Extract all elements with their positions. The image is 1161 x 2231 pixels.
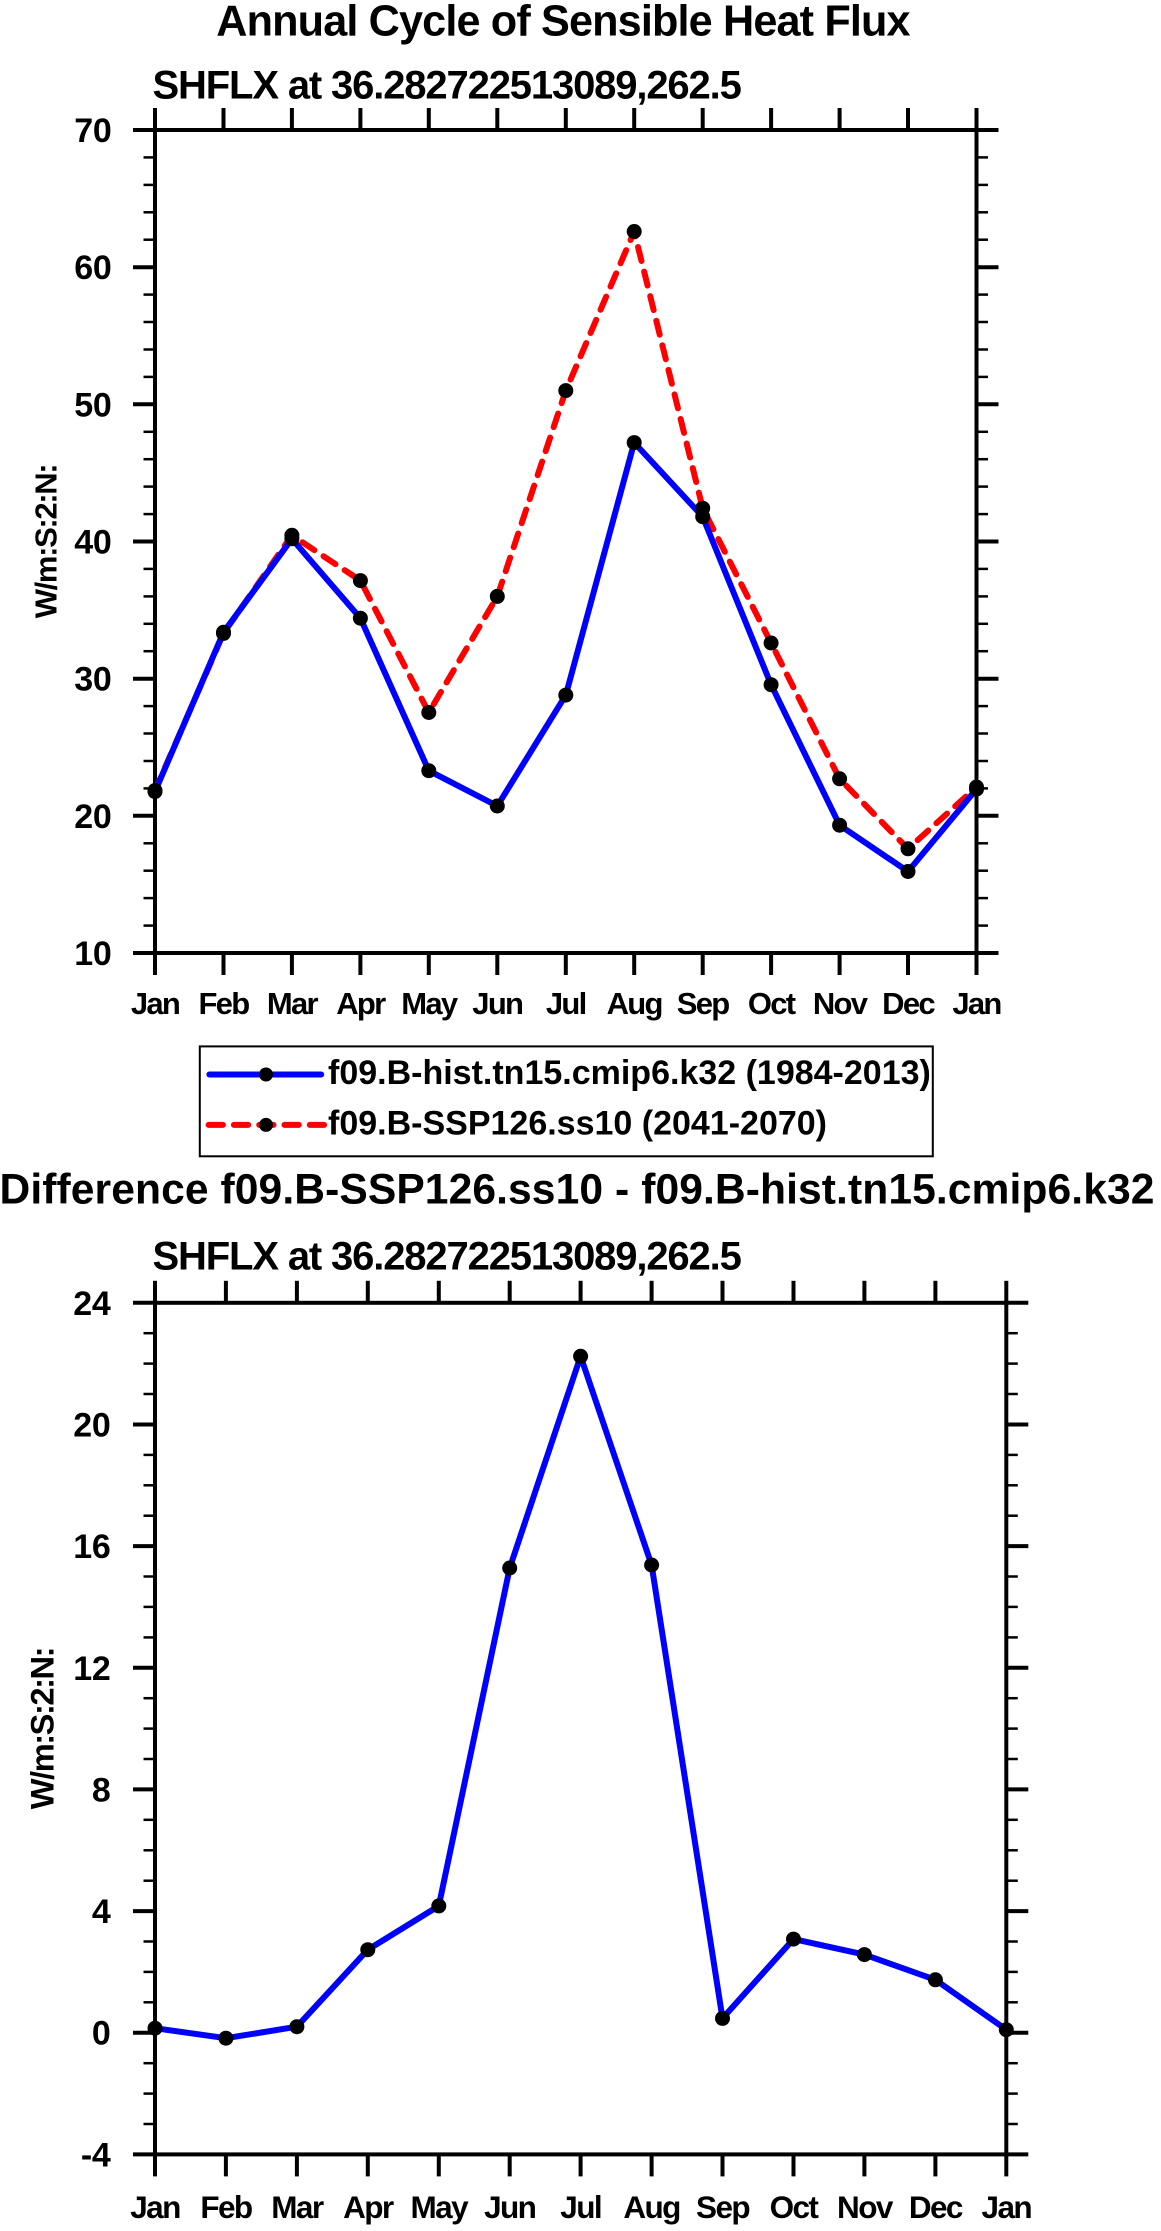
svg-text:Jan: Jan [130, 2189, 180, 2225]
svg-text:f09.B-SSP126.ss10 (2041-2070): f09.B-SSP126.ss10 (2041-2070) [328, 1105, 827, 1143]
svg-text:50: 50 [74, 386, 111, 424]
svg-text:Oct: Oct [770, 2189, 820, 2225]
svg-text:Mar: Mar [271, 2189, 324, 2225]
svg-text:f09.B-hist.tn15.cmip6.k32 (198: f09.B-hist.tn15.cmip6.k32 (1984-2013) [328, 1054, 931, 1092]
svg-text:10: 10 [74, 935, 111, 973]
svg-text:Apr: Apr [336, 986, 386, 1021]
svg-text:Dec: Dec [882, 986, 935, 1021]
svg-text:SHFLX at 36.282722513089,262.5: SHFLX at 36.282722513089,262.5 [153, 1234, 742, 1278]
svg-text:30: 30 [74, 661, 111, 699]
svg-text:Nov: Nov [837, 2189, 894, 2225]
svg-text:Aug: Aug [623, 2189, 680, 2225]
svg-text:May: May [411, 2189, 470, 2225]
svg-text:W/m:S:2:N:: W/m:S:2:N: [29, 465, 64, 619]
svg-text:Apr: Apr [343, 2189, 394, 2225]
svg-text:W/m:S:2:N:: W/m:S:2:N: [24, 1648, 61, 1809]
svg-text:Mar: Mar [267, 986, 319, 1021]
svg-text:Jan: Jan [131, 986, 180, 1021]
svg-text:8: 8 [92, 1771, 111, 1809]
svg-text:Oct: Oct [748, 986, 796, 1021]
svg-text:60: 60 [74, 249, 111, 287]
svg-text:Sep: Sep [677, 986, 730, 1021]
svg-text:20: 20 [73, 1406, 110, 1444]
svg-text:Jun: Jun [472, 986, 523, 1021]
svg-text:12: 12 [73, 1650, 110, 1688]
svg-text:May: May [401, 986, 459, 1021]
svg-text:20: 20 [74, 798, 111, 836]
svg-text:24: 24 [73, 1285, 111, 1323]
svg-text:Jul: Jul [546, 986, 586, 1021]
svg-text:Jan: Jan [952, 986, 1001, 1021]
svg-text:Feb: Feb [198, 986, 249, 1021]
svg-text:Annual Cycle of Sensible Heat: Annual Cycle of Sensible Heat Flux [216, 0, 910, 46]
svg-text:-4: -4 [81, 2136, 111, 2174]
svg-text:16: 16 [73, 1528, 110, 1566]
svg-text:Dec: Dec [909, 2189, 963, 2225]
svg-text:Difference f09.B-SSP126.ss10 -: Difference f09.B-SSP126.ss10 - f09.B-his… [0, 1166, 1155, 1214]
svg-text:0: 0 [92, 2015, 111, 2053]
svg-text:SHFLX at 36.282722513089,262.5: SHFLX at 36.282722513089,262.5 [153, 63, 742, 107]
svg-text:Nov: Nov [813, 986, 869, 1021]
svg-text:70: 70 [74, 112, 111, 150]
svg-text:Aug: Aug [607, 986, 662, 1021]
svg-text:Feb: Feb [200, 2189, 252, 2225]
svg-text:40: 40 [74, 524, 111, 562]
svg-text:4: 4 [92, 1893, 111, 1931]
svg-text:Jun: Jun [484, 2189, 536, 2225]
svg-text:Jul: Jul [560, 2189, 601, 2225]
svg-text:Jan: Jan [982, 2189, 1032, 2225]
svg-text:Sep: Sep [696, 2189, 749, 2225]
